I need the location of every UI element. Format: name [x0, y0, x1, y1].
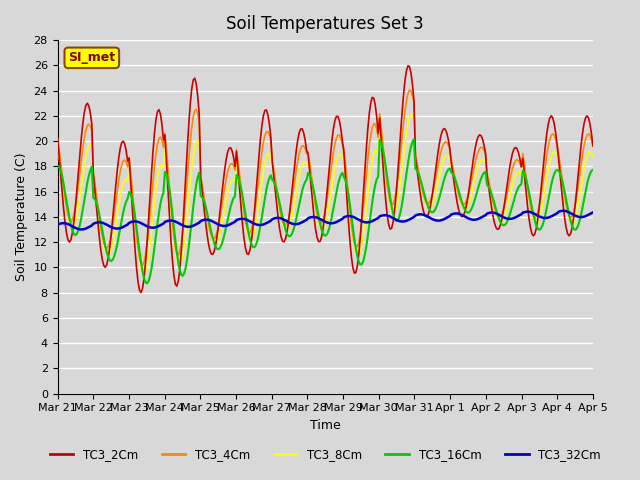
Title: Soil Temperatures Set 3: Soil Temperatures Set 3 — [227, 15, 424, 33]
X-axis label: Time: Time — [310, 419, 340, 432]
Legend: TC3_2Cm, TC3_4Cm, TC3_8Cm, TC3_16Cm, TC3_32Cm: TC3_2Cm, TC3_4Cm, TC3_8Cm, TC3_16Cm, TC3… — [45, 443, 605, 466]
Text: SI_met: SI_met — [68, 51, 115, 64]
Y-axis label: Soil Temperature (C): Soil Temperature (C) — [15, 153, 28, 281]
